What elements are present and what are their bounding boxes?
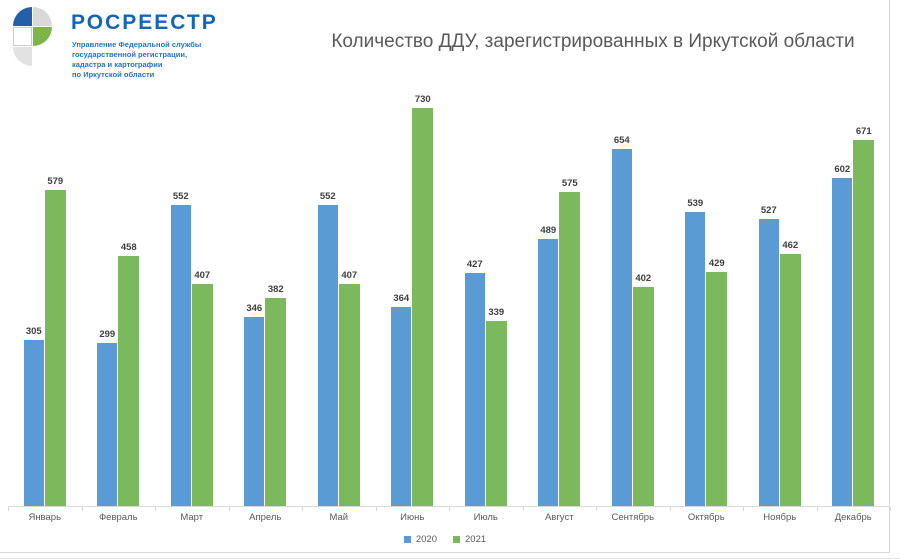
bar-value-label: 382 [267, 284, 284, 295]
bar-2021: 575 [559, 178, 581, 506]
category-column: 527 462 [743, 86, 817, 511]
legend-swatch-icon [453, 536, 460, 543]
bar-value-label: 579 [47, 176, 64, 187]
bar-2021: 407 [191, 270, 213, 506]
bar-value-label: 407 [341, 270, 358, 281]
bar-2021: 671 [853, 126, 875, 506]
bar-value-label: 427 [466, 259, 483, 270]
brand-subtitle-line: государственной регистрации, [72, 50, 188, 59]
bar-value-label: 552 [172, 191, 189, 202]
bar-2020: 427 [464, 259, 485, 506]
bar-2020: 552 [170, 191, 191, 506]
logo-quadrant-blue [13, 7, 32, 26]
logo-quadrant-gray-offset [13, 47, 32, 66]
bar-value-label: 552 [319, 191, 336, 202]
bar-2021: 407 [338, 270, 360, 506]
category-column: 602 671 [817, 86, 891, 511]
bar-value-label: 407 [194, 270, 211, 281]
bar-2020: 364 [391, 293, 412, 506]
bar-2020: 602 [832, 164, 853, 506]
brand-subtitle: Управление Федеральной службы государств… [72, 40, 201, 80]
bar-value-label: 654 [613, 135, 630, 146]
logo-quadrant-green [33, 27, 52, 46]
bar-value-label: 671 [855, 126, 872, 137]
legend-label: 2020 [415, 534, 437, 545]
bar-2020: 654 [611, 135, 632, 506]
x-axis-label: Июль [473, 512, 498, 523]
chart-frame-bottom-border [0, 552, 890, 553]
x-axis-label: Май [329, 512, 349, 523]
legend-item-2020: 2020 [403, 534, 437, 545]
bar-2021: 730 [412, 94, 434, 506]
chart-legend: 2020 2021 [0, 534, 890, 545]
bar-2020: 552 [317, 191, 338, 506]
bar-2020: 346 [244, 303, 265, 506]
bar-2021: 429 [706, 258, 728, 506]
category-column: 654 402 [596, 86, 670, 511]
bar-2020: 539 [685, 198, 706, 506]
bar-2021: 402 [632, 273, 654, 506]
category-column: 346 382 [229, 86, 303, 511]
category-column: 552 407 [302, 86, 376, 511]
brand-subtitle-line: Управление Федеральной службы [72, 40, 202, 49]
x-axis-label: Февраль [98, 512, 138, 523]
brand-subtitle-line: кадастра и картографии [72, 60, 163, 69]
bar-2021: 458 [118, 242, 140, 506]
x-axis-label: Декабрь [834, 512, 872, 523]
bar-value-label: 539 [687, 198, 704, 209]
legend-item-2021: 2021 [453, 534, 486, 545]
bar-value-label: 299 [99, 329, 116, 340]
category-column: 489 575 [523, 86, 597, 511]
category-column: 364 730 [376, 86, 450, 511]
brand-name: РОСРЕЕСТР [71, 11, 218, 34]
category-column: 539 429 [670, 86, 744, 511]
bar-value-label: 402 [635, 273, 652, 284]
legend-swatch-icon [403, 536, 411, 543]
category-column: 305 579 [8, 86, 82, 511]
category-column: 552 407 [155, 86, 229, 511]
x-axis-label: Июнь [400, 512, 425, 523]
legend-label: 2021 [465, 534, 487, 545]
bar-value-label: 527 [760, 205, 777, 216]
logo-quadrant-white [13, 27, 32, 46]
chart-title: Количество ДДУ, зарегистрированных в Ирк… [331, 31, 855, 52]
bar-value-label: 489 [540, 225, 557, 236]
bar-2021: 462 [779, 240, 801, 506]
chart-frame-right-border [889, 0, 890, 553]
chart-plot-area: 305 579 299 458 552 407 346 382 552 407 364 730 427 3… [8, 86, 891, 511]
bar-value-label: 346 [246, 303, 263, 314]
bar-value-label: 575 [561, 178, 578, 189]
x-axis-label: Сентябрь [611, 512, 655, 523]
rosreestr-logo-icon [13, 7, 53, 66]
bar-value-label: 429 [708, 258, 725, 269]
bar-value-label: 458 [120, 242, 137, 253]
x-axis-label: Август [544, 512, 574, 523]
brand-subtitle-line: по Иркутской области [72, 70, 155, 79]
bar-value-label: 339 [488, 307, 505, 318]
bar-2020: 489 [538, 225, 559, 506]
bar-2021: 339 [485, 307, 507, 506]
bar-value-label: 602 [834, 164, 851, 175]
bar-value-label: 305 [25, 326, 42, 337]
x-axis-label: Апрель [249, 512, 282, 523]
x-axis-labels: Январь Февраль Март Апрель Май Июнь Июль Август… [8, 512, 890, 523]
x-axis-label: Ноябрь [763, 512, 797, 523]
bar-2020: 299 [97, 329, 118, 506]
bar-2021: 579 [44, 176, 66, 506]
x-axis-label: Октябрь [687, 512, 725, 523]
x-axis-label: Март [180, 512, 204, 523]
bar-value-label: 364 [393, 293, 410, 304]
logo-quadrant-gray [33, 7, 52, 26]
bar-2020: 527 [758, 205, 779, 506]
bar-value-label: 462 [782, 240, 799, 251]
category-column: 427 339 [449, 86, 523, 511]
x-axis-label: Январь [28, 512, 62, 523]
bar-2020: 305 [23, 326, 44, 506]
bar-value-label: 730 [414, 94, 431, 105]
category-column: 299 458 [82, 86, 156, 511]
bar-2021: 382 [265, 284, 287, 506]
